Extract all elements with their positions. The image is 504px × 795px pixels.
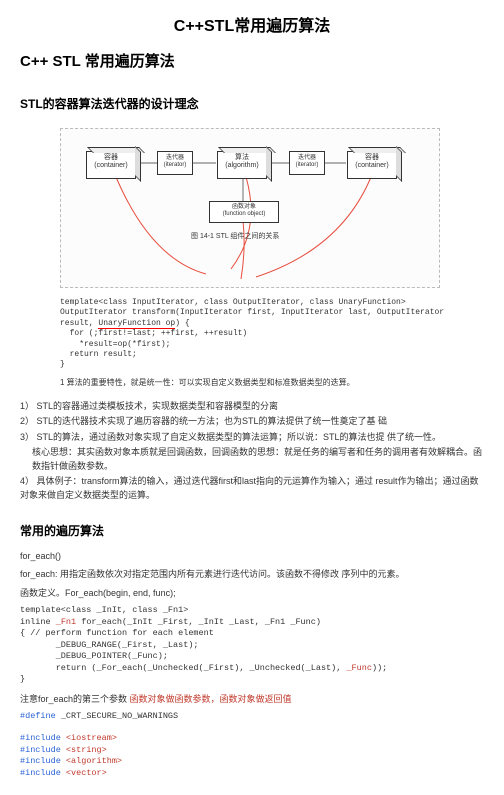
fn-desc: for_each: 用指定函数依次对指定范围内所有元素进行迭代访问。该函数不得修…: [20, 567, 484, 580]
para-3b: 核心思想：其实函数对象本质就是回调函数，回调函数的思想：就是任务的编写者和任务的…: [32, 446, 484, 473]
box-container-left: 容器(container): [86, 151, 136, 179]
stl-diagram: 容器(container) 迭代器(iterator) 算法(algorithm…: [60, 128, 440, 288]
para-2: 2） STL的迭代器技术实现了遍历容器的统一方法；也为STL的算法提供了统一性奠…: [20, 415, 484, 429]
para-1: 1） STL的容器通过类模板技术，实现数据类型和容器模型的分离: [20, 400, 484, 414]
code-includes: #define _CRT_SECURE_NO_WARNINGS #include…: [20, 711, 484, 780]
box-iterator-1: 迭代器(iterator): [157, 151, 193, 175]
para-3: 3） STL的算法，通过函数对象实现了自定义数据类型的算法运算；所以说：STL的…: [20, 431, 484, 445]
fn-def: 函数定义。For_each(begin, end, func);: [20, 586, 484, 599]
section-heading-2: 常用的遍历算法: [20, 522, 484, 539]
subtitle: C++ STL 常用遍历算法: [20, 50, 484, 71]
note-2: 注意for_each的第三个参数 函数对象做函数参数，函数对象做返回值: [20, 692, 484, 705]
code-foreach-template: template<class _InIt, class _Fn1> inline…: [20, 605, 484, 685]
fn-name: for_each(): [20, 551, 484, 561]
code-transform: template<class InputIterator, class Outp…: [60, 298, 484, 371]
section-heading-1: STL的容器算法迭代器的设计理念: [20, 95, 484, 112]
box-iterator-2: 迭代器(iterator): [289, 151, 325, 175]
note-1: 1 算法的重要特性，就是统一性：可以实现自定义数据类型和标准数据类型的迭算。: [60, 377, 484, 388]
page-title: C++STL常用遍历算法: [20, 12, 484, 36]
diagram-caption: 图 14-1 STL 组件之间的关系: [191, 231, 279, 241]
box-container-right: 容器(container): [347, 151, 397, 179]
box-function-object: 函数对象(function object): [209, 201, 279, 223]
para-4: 4） 具体例子：transform算法的输入，通过迭代器first和last指向…: [20, 475, 484, 502]
box-algorithm: 算法(algorithm): [217, 151, 267, 179]
